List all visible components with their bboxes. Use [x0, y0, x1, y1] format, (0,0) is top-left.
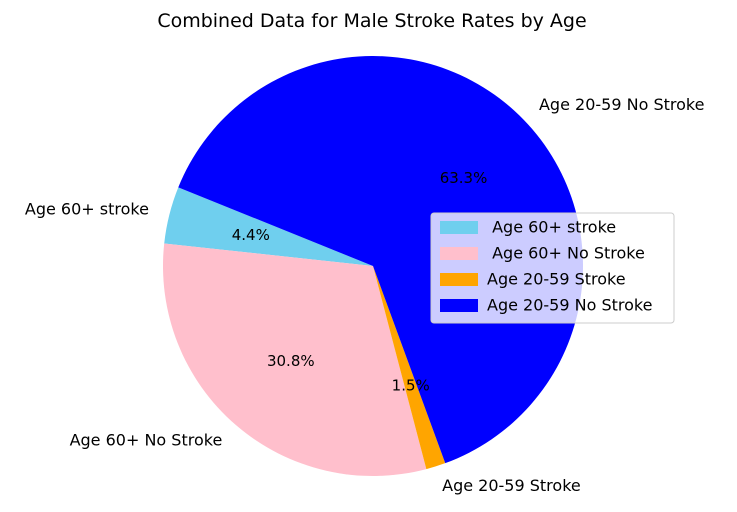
legend-label: Age 60+ No Stroke — [487, 244, 645, 263]
pie-slices — [163, 56, 584, 476]
slice-label: Age 20-59 Stroke — [442, 476, 581, 495]
percent-label: 63.3% — [440, 169, 488, 187]
percent-label: 1.5% — [392, 377, 430, 395]
percent-label: 4.4% — [232, 226, 270, 244]
pie-slice — [373, 266, 446, 470]
legend-swatch — [440, 247, 478, 260]
legend-swatch — [440, 273, 478, 286]
legend-label: Age 60+ stroke — [487, 218, 616, 237]
pie-slice — [178, 56, 584, 464]
chart-title: Combined Data for Male Stroke Rates by A… — [157, 10, 586, 32]
legend-swatch — [440, 221, 478, 234]
legend-label: Age 20-59 No Stroke — [487, 296, 652, 315]
legend: Age 60+ stroke Age 60+ No Stroke Age 20-5… — [430, 212, 675, 324]
legend-swatch — [440, 299, 478, 312]
slice-label: Age 60+ stroke — [25, 199, 149, 218]
pie-slice — [164, 187, 373, 266]
slice-label: Age 60+ No Stroke — [70, 431, 223, 450]
slice-labels: Age 60+ stroke Age 60+ No Stroke Age 20-59… — [25, 95, 705, 495]
percent-labels: 4.4% 30.8% 1.5% 63.3% — [232, 169, 488, 395]
percent-label: 30.8% — [267, 352, 315, 370]
pie-slice — [163, 243, 427, 476]
slice-label: Age 20-59 No Stroke — [539, 95, 704, 114]
legend-box — [430, 212, 675, 324]
legend-label: Age 20-59 Stroke — [487, 270, 626, 289]
